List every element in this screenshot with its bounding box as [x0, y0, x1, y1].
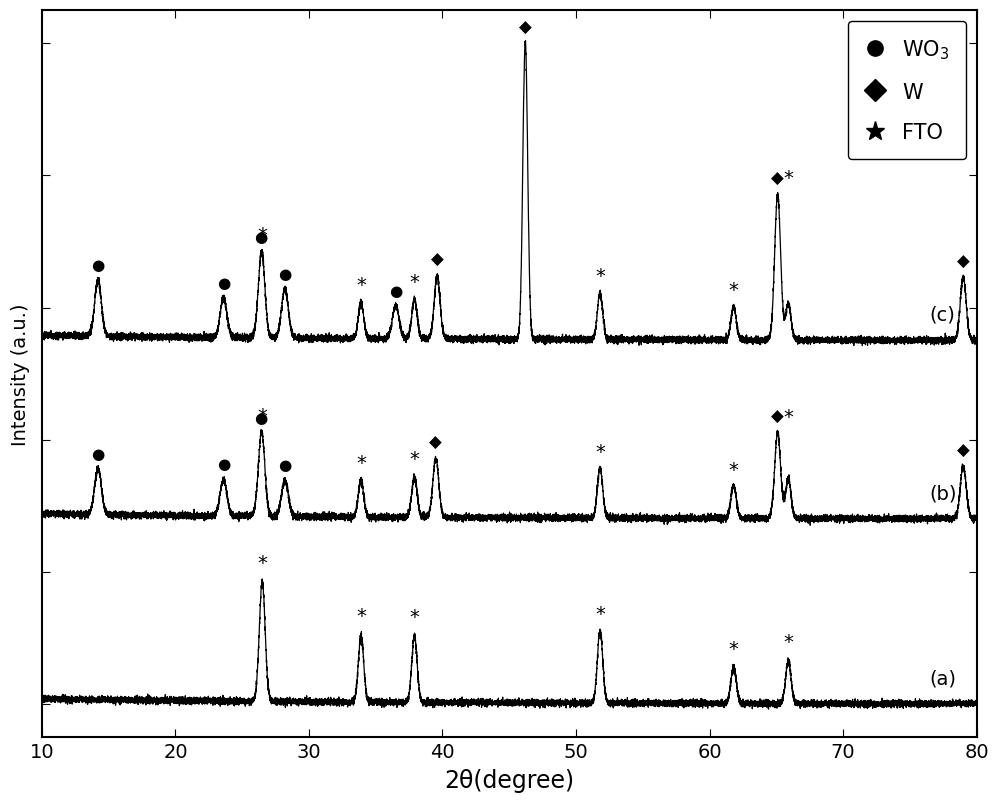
- Text: *: *: [356, 606, 366, 626]
- Text: *: *: [410, 272, 419, 291]
- Text: *: *: [783, 408, 793, 426]
- Text: ◆: ◆: [519, 18, 532, 36]
- Text: *: *: [257, 554, 267, 573]
- Text: *: *: [783, 169, 793, 188]
- Text: ●: ●: [91, 446, 105, 461]
- Text: (c): (c): [930, 305, 956, 324]
- Text: *: *: [356, 454, 366, 472]
- Text: ●: ●: [217, 457, 230, 472]
- Text: ◆: ◆: [771, 408, 784, 426]
- Text: *: *: [410, 450, 419, 469]
- Text: *: *: [595, 442, 605, 462]
- Text: *: *: [729, 639, 739, 658]
- Text: *: *: [595, 267, 605, 286]
- Text: *: *: [729, 460, 739, 479]
- Text: *: *: [257, 406, 267, 425]
- Text: *: *: [410, 608, 419, 626]
- Text: ◆: ◆: [957, 441, 970, 459]
- Text: (b): (b): [930, 483, 957, 503]
- Text: (a): (a): [930, 668, 957, 687]
- Text: *: *: [595, 604, 605, 623]
- Text: ●: ●: [254, 410, 268, 425]
- Text: ◆: ◆: [431, 251, 444, 269]
- Text: *: *: [729, 281, 739, 300]
- Text: ●: ●: [278, 267, 292, 282]
- X-axis label: 2θ(degree): 2θ(degree): [444, 768, 574, 792]
- Text: ●: ●: [254, 230, 268, 245]
- Text: ◆: ◆: [429, 434, 442, 451]
- Text: *: *: [783, 633, 793, 651]
- Text: ◆: ◆: [771, 170, 784, 188]
- Text: ●: ●: [91, 258, 105, 273]
- Text: ●: ●: [278, 458, 292, 473]
- Text: ●: ●: [217, 275, 230, 291]
- Y-axis label: Intensity (a.u.): Intensity (a.u.): [11, 303, 30, 446]
- Text: *: *: [356, 275, 366, 295]
- Text: *: *: [257, 226, 267, 245]
- Text: ●: ●: [389, 283, 402, 298]
- Legend: WO$_3$, W, FTO: WO$_3$, W, FTO: [848, 22, 966, 160]
- Text: ◆: ◆: [957, 253, 970, 271]
